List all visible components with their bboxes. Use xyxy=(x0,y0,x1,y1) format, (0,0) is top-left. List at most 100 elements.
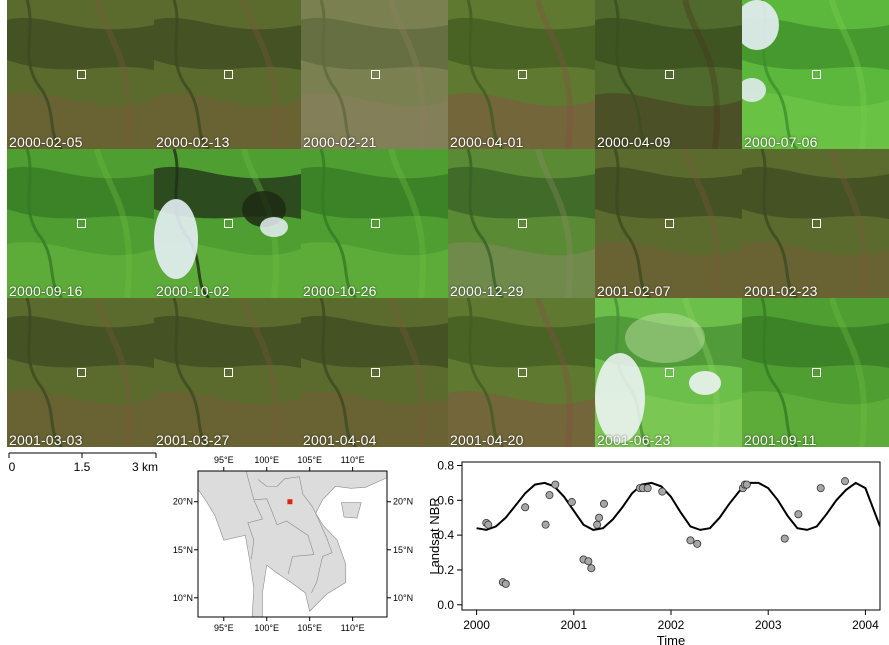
satellite-image xyxy=(595,298,742,447)
satellite-tile: 2001-02-07 xyxy=(595,149,742,298)
tile-date-label: 2000-12-29 xyxy=(450,283,524,298)
x-tick-label: 2001 xyxy=(560,618,587,632)
satellite-image xyxy=(448,298,595,447)
nbr-observation-point xyxy=(587,564,596,573)
locator-map: 95°E 95°E 100°E 100°E 105°E 105°E 110°E 110°E 20… xyxy=(173,455,413,633)
x-tick-label: 2000 xyxy=(463,618,490,632)
sample-pixel-marker xyxy=(812,368,821,377)
sample-pixel-marker xyxy=(665,70,674,79)
satellite-tile: 2000-04-09 xyxy=(595,0,742,149)
y-axis-label: Landsat NBR xyxy=(427,497,442,574)
nbr-observation-point xyxy=(545,491,554,500)
map-lon-label-bottom: 100°E xyxy=(254,623,279,633)
tile-date-label: 2000-09-16 xyxy=(9,283,83,298)
map-lat-label-left: 15°N xyxy=(173,545,193,555)
tile-date-label: 2001-04-20 xyxy=(450,432,524,447)
sample-pixel-marker xyxy=(224,368,233,377)
x-tick-label: 2003 xyxy=(755,618,782,632)
y-tick-label: 0.6 xyxy=(437,493,454,507)
tile-date-label: 2001-06-23 xyxy=(597,432,671,447)
tile-date-label: 2000-02-05 xyxy=(9,134,83,149)
tile-date-label: 2001-02-23 xyxy=(744,283,818,298)
satellite-image xyxy=(301,298,448,447)
satellite-tile: 2001-02-23 xyxy=(742,149,889,298)
satellite-image xyxy=(7,149,154,298)
nbr-observation-point xyxy=(599,499,608,508)
sample-pixel-marker xyxy=(77,219,86,228)
tile-date-label: 2001-02-07 xyxy=(597,283,671,298)
satellite-tile: 2001-03-27 xyxy=(154,298,301,447)
scale-bar-label: 0 xyxy=(9,460,16,474)
nbr-observation-point xyxy=(658,487,667,496)
nbr-observation-point xyxy=(643,484,652,493)
satellite-image xyxy=(595,0,742,149)
tile-date-label: 2000-02-21 xyxy=(303,134,377,149)
scale-bar-label: 1.5 xyxy=(74,460,91,474)
satellite-tile: 2000-07-06 xyxy=(742,0,889,149)
nbr-observation-point xyxy=(686,536,695,545)
map-lat-label-right: 10°N xyxy=(393,593,413,603)
sample-pixel-marker xyxy=(371,70,380,79)
tile-date-label: 2000-04-01 xyxy=(450,134,524,149)
sample-pixel-marker xyxy=(665,368,674,377)
satellite-tile: 2000-12-29 xyxy=(448,149,595,298)
nbr-observation-point xyxy=(541,520,550,529)
sample-pixel-marker xyxy=(371,219,380,228)
nbr-observation-point xyxy=(567,498,576,507)
map-frame xyxy=(197,470,388,618)
nbr-observation-point xyxy=(693,539,702,548)
satellite-tile: 2000-10-26 xyxy=(301,149,448,298)
nbr-observation-point xyxy=(794,510,803,519)
tile-date-label: 2001-03-27 xyxy=(156,432,230,447)
satellite-image xyxy=(7,298,154,447)
satellite-tile: 2001-03-03 xyxy=(7,298,154,447)
satellite-image xyxy=(742,149,889,298)
satellite-image xyxy=(448,149,595,298)
tile-date-label: 2001-09-11 xyxy=(744,432,817,447)
satellite-tile: 2000-02-21 xyxy=(301,0,448,149)
sample-pixel-marker xyxy=(518,368,527,377)
satellite-image xyxy=(301,0,448,149)
mainland xyxy=(197,470,388,618)
satellite-tile: 2001-06-23 xyxy=(595,298,742,447)
satellite-image xyxy=(154,0,301,149)
x-tick-label: 2004 xyxy=(852,618,879,632)
satellite-tile: 2000-02-13 xyxy=(154,0,301,149)
nbr-observation-point xyxy=(501,579,510,588)
sample-pixel-marker xyxy=(77,368,86,377)
nbr-observation-point xyxy=(584,557,593,566)
map-lon-label-bottom: 95°E xyxy=(214,623,234,633)
nbr-observation-point xyxy=(484,520,493,529)
map-lon-label-top: 95°E xyxy=(214,455,234,465)
map-lon-label-top: 100°E xyxy=(254,455,279,465)
map-lon-label-top: 105°E xyxy=(297,455,322,465)
hainan-island xyxy=(341,502,362,519)
nbr-observation-point xyxy=(595,513,604,522)
satellite-image xyxy=(742,0,889,149)
nbr-observation-point xyxy=(742,480,751,489)
map-lon-label-top: 110°E xyxy=(341,455,365,465)
map-lon-label-bottom: 110°E xyxy=(341,623,365,633)
map-lat-label-left: 10°N xyxy=(173,593,193,603)
map-lat-label-right: 20°N xyxy=(393,497,413,507)
satellite-image xyxy=(301,149,448,298)
scale-bar-label: 3 km xyxy=(132,460,158,474)
satellite-image xyxy=(448,0,595,149)
map-lat-label-right: 15°N xyxy=(393,545,413,555)
satellite-image xyxy=(742,298,889,447)
landmass xyxy=(197,470,388,618)
sample-pixel-marker xyxy=(665,219,674,228)
fitted-seasonal-curve xyxy=(476,481,880,531)
satellite-image xyxy=(154,298,301,447)
sample-pixel-marker xyxy=(812,219,821,228)
nbr-observation-point xyxy=(816,484,825,493)
y-tick-label: 0.8 xyxy=(437,458,454,472)
tile-date-label: 2000-07-06 xyxy=(744,134,818,149)
nbr-observation-point xyxy=(521,503,530,512)
study-site-marker xyxy=(287,499,293,505)
nbr-time-series-chart: 0.0 0.2 0.4 0.6 0.8 2000 2001 2002 2003 2004 Time L… xyxy=(427,458,881,645)
y-tick-label: 0.0 xyxy=(437,598,454,612)
y-tick-label: 0.2 xyxy=(437,563,454,577)
sample-pixel-marker xyxy=(518,70,527,79)
tile-date-label: 2001-04-04 xyxy=(303,432,377,447)
